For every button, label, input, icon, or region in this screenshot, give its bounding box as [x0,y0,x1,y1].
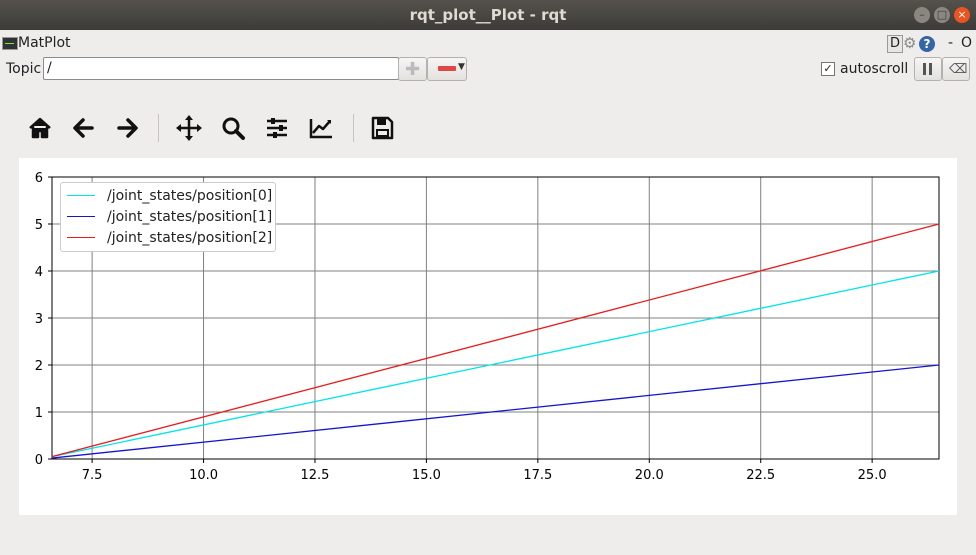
autoscroll-checkbox[interactable]: ✓ [821,62,835,76]
remove-topic-button[interactable]: ▼ [427,57,467,81]
gear-icon[interactable]: ⚙ [903,34,917,52]
x-tick-label: 15.0 [412,468,441,483]
plugin-close-button[interactable]: O [961,35,973,51]
autoscroll-label: autoscroll [840,61,909,77]
save-button[interactable] [364,110,400,146]
plugin-title: MatPlot [18,35,71,51]
plot-panel: 7.5 10.0 12.5 15.0 17.5 20.0 22.5 25.0 0 1 2 3 4 5 6 /… [19,158,957,515]
x-tick-label: 17.5 [523,468,552,483]
legend-swatch [67,237,95,238]
remove-icon [438,66,456,71]
matplotlib-toolbar [20,110,440,146]
x-tick-label: 12.5 [301,468,330,483]
window-titlebar: rqt_plot__Plot - rqt – □ × [0,0,976,30]
plot-canvas[interactable]: 7.5 10.0 12.5 15.0 17.5 20.0 22.5 25.0 0 1 2 3 4 5 6 [19,158,957,515]
pause-icon [923,63,926,75]
home-button[interactable] [22,110,58,146]
chart-legend: /joint_states/position[0] /joint_states/… [60,182,276,252]
toolbar-separator [158,114,159,142]
plus-icon: ✚ [405,59,421,80]
y-tick-label: 4 [35,265,43,280]
toolbar-separator [353,114,354,142]
plugin-minimize-button[interactable]: - [948,35,954,51]
pause-button[interactable] [914,57,942,81]
series-line [51,270,940,458]
topic-input[interactable]: / [43,57,399,80]
legend-label: /joint_states/position[2] [107,230,273,246]
forward-icon [117,118,138,138]
back-icon [73,118,94,138]
help-button[interactable]: ? [919,36,935,52]
series-line [51,223,940,458]
zoom-icon [222,117,245,140]
y-tick-label: 1 [35,406,43,421]
legend-swatch [67,195,95,196]
save-icon [371,116,394,140]
x-tick-label: 22.5 [746,468,775,483]
x-tick-label: 10.0 [189,468,218,483]
legend-label: /joint_states/position[1] [107,209,273,225]
clear-button[interactable]: ⌫ [942,57,970,81]
subplots-icon [267,118,287,138]
window-title: rqt_plot__Plot - rqt [409,6,567,24]
add-topic-button[interactable]: ✚ [398,57,427,81]
x-tick-label: 7.5 [82,468,103,483]
y-tick-label: 3 [35,312,43,327]
maximize-button[interactable]: □ [934,7,950,23]
customize-button[interactable] [303,110,339,146]
home-icon [29,117,51,139]
zoom-button[interactable] [215,110,251,146]
y-tick-label: 5 [35,218,43,233]
y-tick-label: 0 [35,453,43,468]
pan-button[interactable] [171,110,207,146]
chevron-down-icon: ▼ [458,62,465,72]
legend-label: /joint_states/position[0] [107,188,273,204]
topic-label: Topic [6,61,42,77]
y-tick-label: 6 [35,171,43,186]
forward-button[interactable] [109,110,145,146]
series-line [51,364,940,459]
minimize-button[interactable]: – [914,7,930,23]
x-tick-label: 20.0 [635,468,664,483]
legend-swatch [67,216,95,217]
pan-icon [176,115,202,141]
y-tick-label: 2 [35,359,43,374]
close-button[interactable]: × [954,7,970,23]
customize-icon [309,119,332,139]
clear-icon: ⌫ [949,62,968,77]
x-tick-label: 25.0 [858,468,887,483]
matplot-icon [2,37,18,50]
subplots-button[interactable] [259,110,295,146]
back-button[interactable] [66,110,102,146]
dock-toggle-button[interactable]: D [887,35,903,53]
